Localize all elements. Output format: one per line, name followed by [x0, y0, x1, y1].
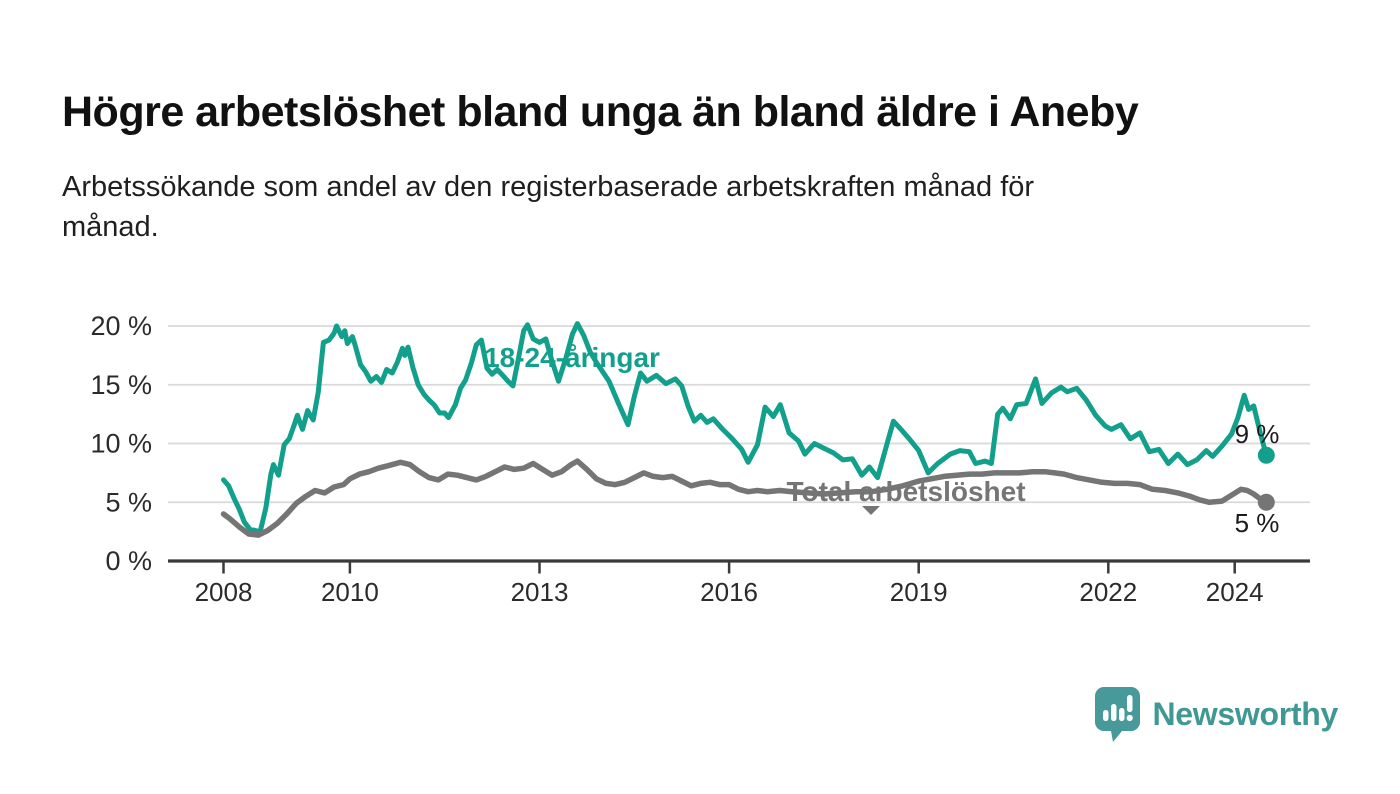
y-tick-label: 15 % — [90, 370, 152, 400]
x-tick-label: 2016 — [700, 577, 758, 607]
y-tick-label: 5 % — [105, 487, 152, 517]
y-tick-label: 10 % — [90, 429, 152, 459]
chart-title: Högre arbetslöshet bland unga än bland ä… — [62, 87, 1139, 136]
x-tick-label: 2010 — [321, 577, 379, 607]
series-line-0 — [221, 321, 1269, 535]
chart-subtitle: Arbetssökande som andel av den registerb… — [62, 167, 1282, 247]
x-tick-label: 2022 — [1079, 577, 1137, 607]
end-value-label-0: 9 % — [1235, 419, 1280, 449]
brand-name: Newsworthy — [1152, 696, 1339, 732]
y-tick-label: 0 % — [105, 546, 152, 576]
x-tick-label: 2024 — [1206, 577, 1264, 607]
chart-subtitle-line2: månad. — [62, 211, 159, 244]
x-tick-label: 2008 — [195, 577, 253, 607]
series-label-1: Total arbetslöshet — [786, 476, 1025, 507]
series-label-0: 18-24-åringar — [484, 342, 660, 373]
newsworthy-icon — [1094, 687, 1140, 742]
series-line-1 — [220, 458, 1270, 538]
x-tick-label: 2019 — [890, 577, 948, 607]
chart-subtitle-line1: Arbetssökande som andel av den registerb… — [62, 171, 1035, 203]
series-label-caret-1 — [862, 506, 880, 515]
x-tick-label: 2013 — [511, 577, 569, 607]
end-dot-0 — [1257, 446, 1275, 464]
end-value-label-1: 5 % — [1235, 508, 1280, 538]
y-tick-label: 20 % — [90, 311, 152, 341]
brand-logo: Newsworthy — [1094, 686, 1339, 743]
end-dot-1 — [1257, 493, 1275, 511]
